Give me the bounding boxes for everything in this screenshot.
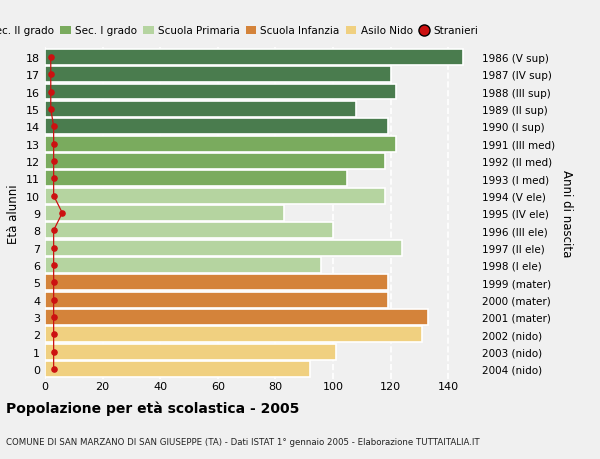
Point bbox=[46, 54, 56, 62]
Point bbox=[49, 140, 58, 148]
Point bbox=[49, 192, 58, 200]
Point bbox=[46, 106, 56, 113]
Bar bbox=[45, 119, 388, 135]
Point bbox=[49, 262, 58, 269]
Point bbox=[49, 365, 58, 373]
Bar bbox=[45, 361, 310, 377]
Bar bbox=[45, 309, 428, 325]
Point bbox=[49, 123, 58, 131]
Bar bbox=[45, 223, 333, 239]
Point bbox=[49, 227, 58, 235]
Bar bbox=[45, 50, 463, 66]
Point bbox=[49, 331, 58, 338]
Bar bbox=[45, 67, 391, 83]
Bar bbox=[45, 257, 322, 273]
Point bbox=[46, 71, 56, 78]
Bar bbox=[45, 154, 385, 169]
Bar bbox=[45, 274, 388, 291]
Point bbox=[46, 89, 56, 96]
Point bbox=[49, 313, 58, 321]
Bar bbox=[45, 188, 385, 204]
Y-axis label: Età alunni: Età alunni bbox=[7, 184, 20, 243]
Y-axis label: Anni di nascita: Anni di nascita bbox=[560, 170, 573, 257]
Bar bbox=[45, 344, 336, 360]
Point bbox=[49, 244, 58, 252]
Text: Popolazione per età scolastica - 2005: Popolazione per età scolastica - 2005 bbox=[6, 401, 299, 415]
Point bbox=[58, 210, 67, 217]
Point bbox=[49, 279, 58, 286]
Bar bbox=[45, 240, 402, 256]
Point bbox=[49, 175, 58, 183]
Bar bbox=[45, 292, 388, 308]
Point bbox=[49, 158, 58, 165]
Text: COMUNE DI SAN MARZANO DI SAN GIUSEPPE (TA) - Dati ISTAT 1° gennaio 2005 - Elabor: COMUNE DI SAN MARZANO DI SAN GIUSEPPE (T… bbox=[6, 437, 479, 446]
Bar bbox=[45, 101, 356, 118]
Legend: Sec. II grado, Sec. I grado, Scuola Primaria, Scuola Infanzia, Asilo Nido, Stran: Sec. II grado, Sec. I grado, Scuola Prim… bbox=[0, 27, 478, 36]
Bar bbox=[45, 136, 397, 152]
Point bbox=[49, 348, 58, 356]
Bar bbox=[45, 84, 397, 100]
Bar bbox=[45, 206, 284, 221]
Bar bbox=[45, 327, 422, 342]
Point bbox=[49, 296, 58, 303]
Bar bbox=[45, 171, 347, 187]
